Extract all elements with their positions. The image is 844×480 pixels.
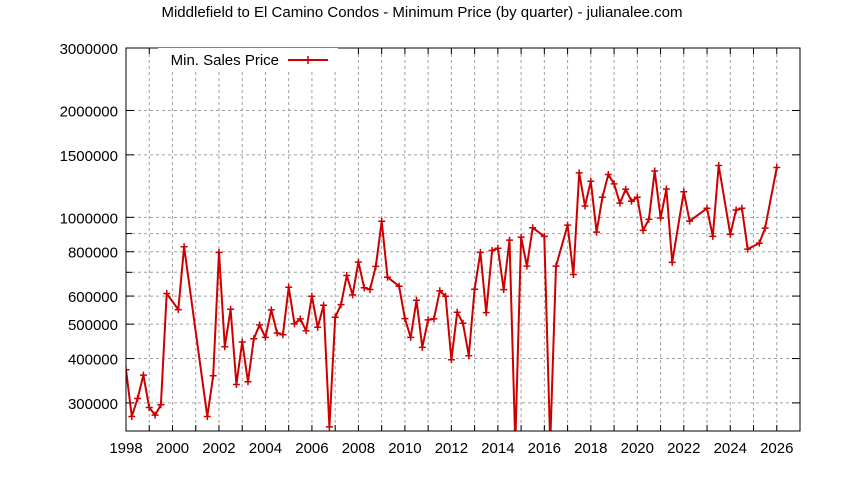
y-tick-label: 500000 — [68, 317, 118, 334]
grid-lines — [126, 48, 800, 431]
x-tick-label: 2006 — [295, 440, 328, 457]
data-point-markers — [126, 162, 781, 431]
y-tick-label: 400000 — [68, 352, 118, 369]
legend: Min. Sales Price — [158, 48, 338, 70]
x-tick-label: 2010 — [388, 440, 421, 457]
y-tick-label: 1000000 — [60, 210, 118, 227]
x-tick-label: 2018 — [574, 440, 607, 457]
data-series-line — [126, 162, 781, 431]
x-tick-label: 2020 — [621, 440, 654, 457]
chart-title: Middlefield to El Camino Condos - Minimu… — [161, 4, 683, 21]
x-tick-label: 2002 — [202, 440, 235, 457]
y-tick-label: 2000000 — [60, 103, 118, 120]
y-tick-label: 3000000 — [60, 41, 118, 58]
x-tick-label: 2000 — [156, 440, 189, 457]
y-tick-label: 1500000 — [60, 148, 118, 165]
x-tick-label: 2016 — [528, 440, 561, 457]
x-tick-label: 1998 — [109, 440, 142, 457]
y-tick-label: 600000 — [68, 289, 118, 306]
plot-frame — [125, 47, 801, 432]
x-tick-label: 2008 — [342, 440, 375, 457]
legend-label: Min. Sales Price — [171, 52, 279, 69]
x-tick-label: 2026 — [760, 440, 793, 457]
legend-marker-icon — [304, 56, 312, 64]
x-tick-label: 2012 — [435, 440, 468, 457]
x-tick-label: 2014 — [481, 440, 514, 457]
x-tick-label: 2022 — [667, 440, 700, 457]
y-axis: 300000 400000 500000 600000 800000 1000000 150… — [60, 41, 800, 413]
x-tick-label: 2004 — [249, 440, 282, 457]
y-tick-label: 300000 — [68, 396, 118, 413]
x-axis: 1998 2000 2002 2004 2006 2008 2010 2012 2014 2016… — [109, 48, 793, 457]
series-line — [126, 164, 778, 431]
y-tick-label: 800000 — [68, 245, 118, 262]
x-tick-label: 2024 — [714, 440, 747, 457]
